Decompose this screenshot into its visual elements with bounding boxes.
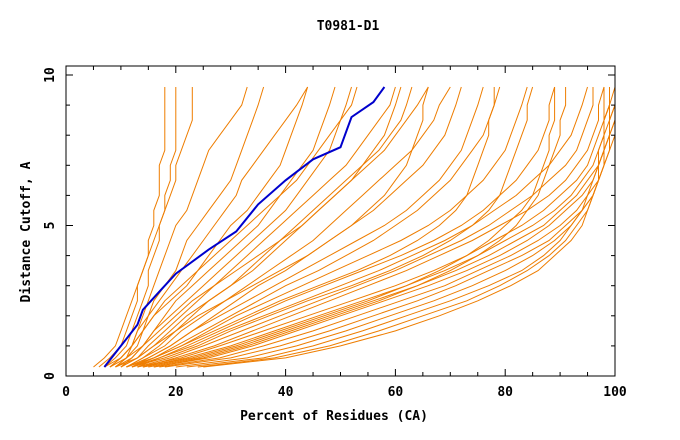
x-axis-label: Percent of Residues (CA) xyxy=(240,409,428,424)
x-tick-label: 80 xyxy=(497,385,513,400)
model-curve-26 xyxy=(159,87,616,368)
model-curve-2 xyxy=(104,87,177,368)
x-tick-label: 20 xyxy=(168,385,184,400)
model-curve-19 xyxy=(131,86,588,368)
y-tick-label: 0 xyxy=(43,372,58,380)
model-curve-3 xyxy=(93,87,193,368)
model-curve-18 xyxy=(137,86,556,368)
model-curve-36 xyxy=(115,86,429,368)
x-tick-label: 100 xyxy=(603,385,627,400)
model-curve-37 xyxy=(109,86,402,368)
model-curve-33 xyxy=(153,87,567,368)
model-curve-20 xyxy=(137,87,594,368)
series-layer xyxy=(93,86,616,368)
model-curve-31 xyxy=(203,87,605,368)
model-curve-6 xyxy=(109,86,309,368)
model-curve-13 xyxy=(126,86,451,368)
y-axis-label: Distance Cutoff, A xyxy=(19,161,34,302)
highlight-curve xyxy=(103,86,386,368)
model-curve-9 xyxy=(115,86,352,368)
model-curve-35 xyxy=(126,87,495,368)
model-curve-11 xyxy=(126,86,413,368)
model-curve-27 xyxy=(164,87,616,368)
x-tick-label: 40 xyxy=(278,385,294,400)
y-tick-label: 10 xyxy=(43,67,58,83)
model-curve-17 xyxy=(131,86,528,368)
x-tick-label: 0 xyxy=(62,385,70,400)
chart-title: T0981-D1 xyxy=(317,19,380,34)
model-curve-38 xyxy=(104,86,358,368)
model-curve-4 xyxy=(109,86,248,368)
model-curve-30 xyxy=(197,87,610,368)
model-curve-21 xyxy=(142,86,605,368)
plot-frame xyxy=(65,65,616,377)
model-curve-8 xyxy=(120,86,336,368)
model-curve-28 xyxy=(175,87,616,368)
model-curve-15 xyxy=(126,86,484,368)
model-curve-16 xyxy=(131,86,501,368)
model-curve-1 xyxy=(98,87,166,368)
model-curve-22 xyxy=(137,87,610,368)
model-curve-32 xyxy=(142,87,556,368)
model-curve-5 xyxy=(115,86,265,368)
model-curve-34 xyxy=(131,86,534,368)
model-curve-12 xyxy=(120,86,429,368)
axes-layer: 0 20 40 60 80 100 0 5 10 xyxy=(43,65,627,400)
x-tick-label: 60 xyxy=(388,385,404,400)
model-curve-10 xyxy=(120,86,396,368)
y-tick-label: 5 xyxy=(43,222,58,230)
